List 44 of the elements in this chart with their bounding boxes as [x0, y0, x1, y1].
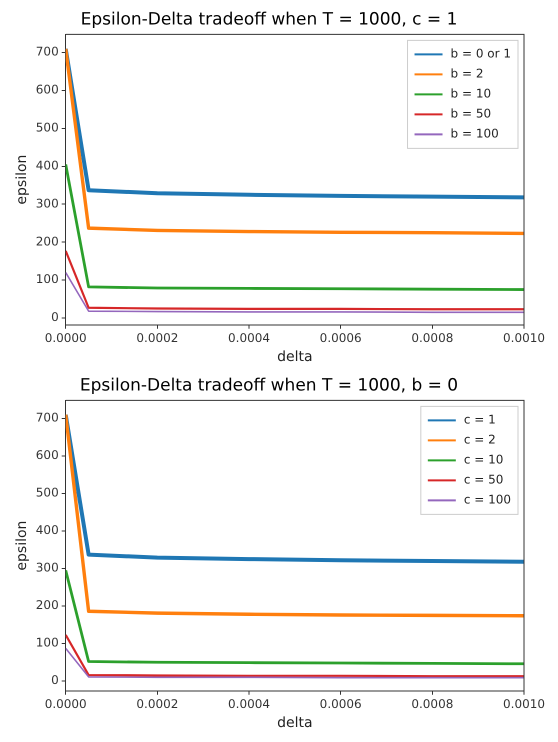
- y-tick-label: 400: [36, 523, 59, 538]
- x-axis-title: delta: [277, 349, 313, 366]
- x-tick-label: 0.0002: [136, 331, 178, 346]
- y-tick-label: 400: [36, 158, 59, 172]
- x-tick-label: 0.0006: [320, 331, 362, 346]
- y-tick-label: 300: [36, 196, 59, 210]
- x-tick-label: 0.0008: [411, 331, 454, 346]
- x-tick-label: 0.0006: [320, 697, 362, 712]
- legend-label: c = 2: [464, 432, 496, 447]
- y-tick-label: 700: [36, 44, 59, 59]
- x-tick-label: 0.0000: [44, 697, 87, 712]
- y-tick-label: 200: [36, 234, 59, 248]
- y-tick-label: 500: [36, 486, 59, 500]
- y-axis-title: epsilon: [14, 154, 30, 205]
- y-tick-label: 100: [36, 636, 59, 650]
- x-tick-label: 0.0004: [228, 331, 270, 346]
- y-tick-label: 700: [36, 410, 59, 425]
- legend-label: b = 50: [450, 106, 492, 121]
- legend-label: b = 0 or 1: [450, 46, 512, 61]
- x-tick-label: 0.0010: [503, 331, 546, 346]
- y-tick-label: 600: [36, 448, 59, 462]
- x-tick-label: 0.0010: [503, 697, 546, 712]
- legend-label: c = 50: [464, 472, 504, 487]
- x-tick-label: 0.0004: [228, 697, 270, 712]
- legend-label: c = 100: [464, 492, 512, 507]
- x-tick-label: 0.0000: [44, 331, 87, 346]
- legend-label: b = 10: [450, 86, 492, 101]
- chart-title: Epsilon-Delta tradeoff when T = 1000, c = 1: [80, 10, 458, 30]
- y-tick-label: 600: [36, 82, 59, 97]
- y-tick-label: 0: [51, 673, 59, 688]
- x-tick-label: 0.0008: [411, 697, 454, 712]
- x-tick-label: 0.0002: [136, 697, 178, 712]
- y-tick-label: 500: [36, 120, 59, 135]
- legend-label: b = 2: [450, 66, 484, 81]
- legend-label: c = 10: [464, 452, 504, 467]
- x-axis-title: delta: [277, 715, 313, 732]
- legend-label: c = 1: [464, 412, 496, 427]
- y-tick-label: 0: [51, 310, 59, 324]
- y-tick-label: 300: [36, 560, 59, 575]
- chart-title: Epsilon-Delta tradeoff when T = 1000, b = 0: [80, 376, 458, 396]
- y-tick-label: 200: [36, 598, 59, 612]
- y-axis-title: epsilon: [14, 520, 30, 571]
- legend-label: b = 100: [450, 126, 499, 141]
- y-tick-label: 100: [36, 272, 59, 286]
